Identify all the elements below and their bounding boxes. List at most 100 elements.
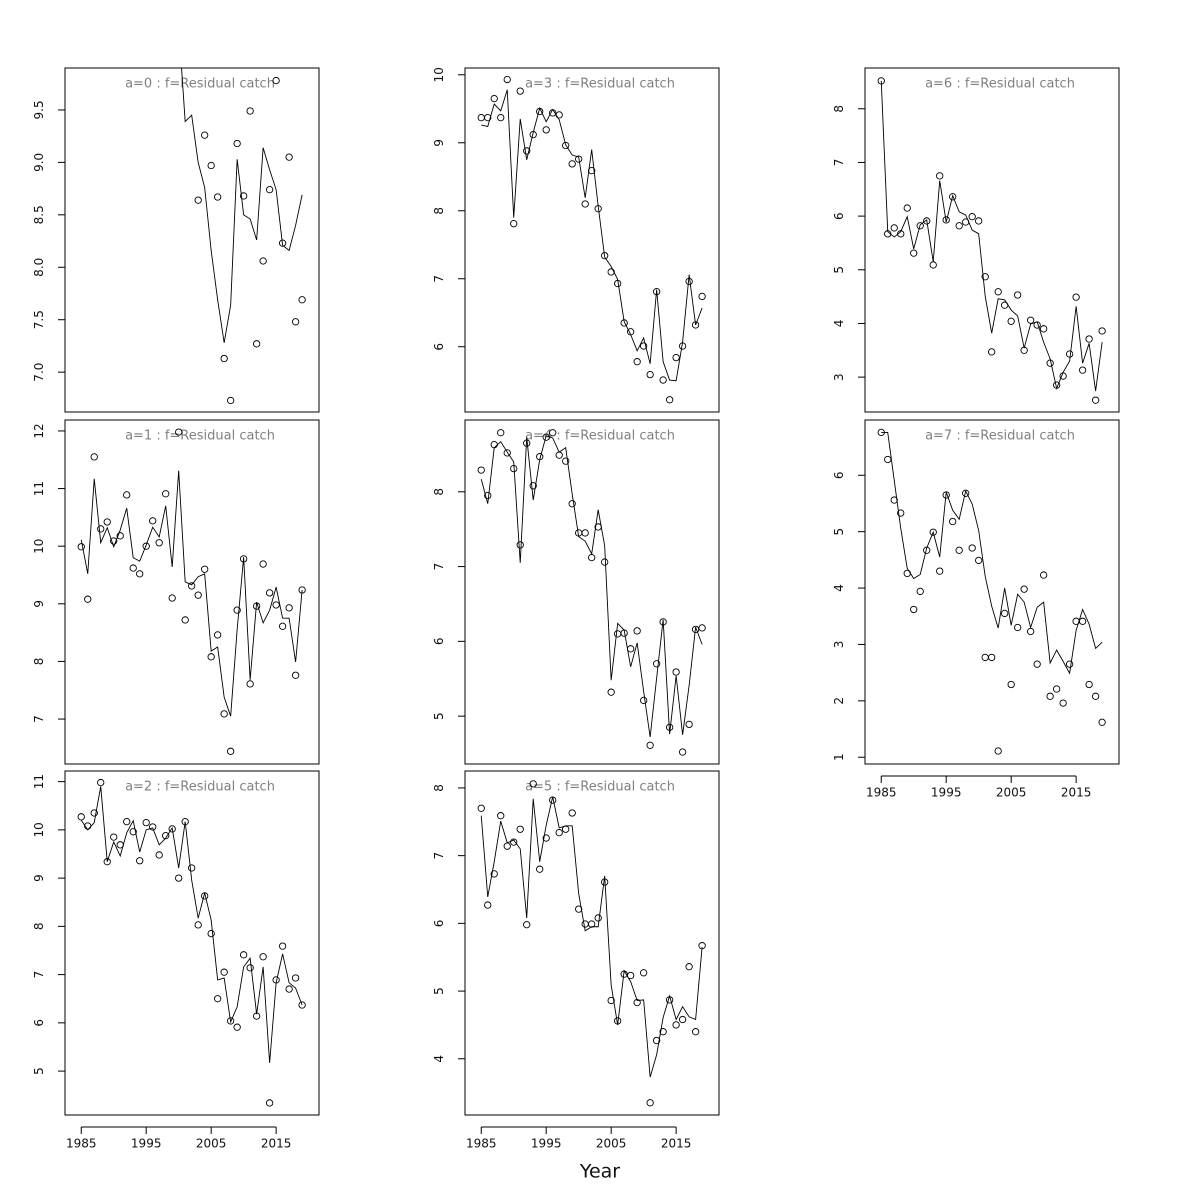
- fitted-line: [480, 435, 703, 738]
- point: [1039, 571, 1048, 579]
- point: [285, 153, 293, 161]
- point: [523, 147, 531, 155]
- point: [503, 842, 511, 850]
- point: [639, 969, 648, 977]
- point: [220, 710, 228, 718]
- point: [175, 428, 183, 436]
- point: [227, 747, 235, 755]
- y-tick-label: 7: [832, 159, 846, 167]
- point: [955, 546, 963, 554]
- point: [955, 222, 963, 230]
- y-tick-label: 8: [432, 207, 446, 215]
- point: [214, 631, 222, 639]
- point: [278, 239, 287, 247]
- point: [988, 653, 996, 662]
- y-tick-label: 7: [32, 715, 46, 723]
- point: [685, 963, 693, 971]
- point: [201, 565, 209, 573]
- point: [549, 429, 557, 437]
- plot-area: [477, 780, 706, 1107]
- point: [516, 825, 524, 833]
- panel-title: a=7 : f=Residual catch: [925, 429, 1075, 444]
- panel: a=6 : f=Residual catch 3 4 5 6 7 8: [832, 67, 1120, 413]
- point: [188, 864, 196, 872]
- point: [916, 222, 924, 230]
- point: [633, 627, 641, 635]
- point: [698, 292, 706, 301]
- y-tick-label: 7: [432, 852, 446, 860]
- point: [1052, 685, 1061, 693]
- point: [936, 567, 944, 575]
- x-tick-label: 2005: [996, 786, 1027, 800]
- plot-frame: [64, 419, 320, 765]
- point: [97, 525, 105, 533]
- point: [90, 453, 98, 461]
- point: [503, 75, 511, 84]
- point: [685, 720, 693, 729]
- x-tick-label: 1985: [866, 786, 897, 800]
- plot-frame: [864, 67, 1120, 413]
- point: [285, 604, 293, 612]
- point: [949, 193, 957, 201]
- point: [542, 126, 550, 134]
- plot-area: [77, 428, 306, 755]
- point: [90, 809, 98, 817]
- x-tick-label: 1985: [66, 1137, 97, 1151]
- point: [678, 748, 687, 756]
- point: [981, 653, 989, 662]
- point: [239, 192, 248, 200]
- fitted-line: [80, 786, 303, 1063]
- panel-title: a=5 : f=Residual catch: [525, 780, 675, 795]
- plot-frame: [464, 419, 720, 765]
- point: [484, 901, 492, 909]
- point: [194, 196, 202, 204]
- point: [1085, 680, 1093, 689]
- x-tick-label: 1995: [131, 1137, 162, 1151]
- fitted-line: [881, 431, 1103, 675]
- point: [942, 491, 950, 499]
- point: [1007, 317, 1015, 325]
- point: [291, 671, 300, 679]
- point: [207, 653, 215, 661]
- point: [646, 741, 654, 749]
- point: [627, 645, 635, 653]
- point: [1027, 627, 1035, 636]
- point: [220, 354, 228, 363]
- plot-frame: [864, 419, 1120, 765]
- point: [639, 342, 648, 350]
- y-tick-label: 12: [32, 423, 46, 438]
- point: [477, 113, 485, 122]
- point: [923, 217, 931, 225]
- point: [1065, 350, 1074, 358]
- point: [562, 141, 570, 150]
- x-tick-label: 1985: [466, 1137, 497, 1151]
- y-tick-label: 4: [832, 320, 846, 328]
- point: [652, 1036, 661, 1045]
- x-tick-label: 2015: [1061, 786, 1092, 800]
- panel: a=0 : f=Residual catch 7.0 7.5 8.0 8.5 9.0 9.5: [32, 67, 320, 413]
- point: [523, 921, 531, 929]
- point: [246, 107, 254, 115]
- y-tick-label: 6: [32, 1019, 46, 1027]
- point: [698, 624, 706, 632]
- y-tick-label: 8.5: [32, 205, 46, 224]
- y-tick-label: 7: [32, 971, 46, 979]
- y-tick-label: 4: [832, 584, 846, 592]
- point: [175, 874, 183, 882]
- point: [581, 920, 589, 928]
- point: [272, 601, 280, 609]
- point: [897, 509, 905, 517]
- x-tick-label: 2005: [596, 1137, 627, 1151]
- y-tick-label: 10: [432, 67, 446, 82]
- point: [136, 570, 144, 578]
- x-tick-label: 1995: [531, 1137, 562, 1151]
- point: [477, 466, 485, 474]
- point: [510, 220, 518, 228]
- point: [555, 828, 563, 837]
- point: [652, 660, 661, 668]
- y-tick-label: 6: [832, 212, 846, 220]
- y-tick-label: 4: [432, 1055, 446, 1063]
- point: [298, 1001, 306, 1009]
- plot-area: [477, 75, 706, 404]
